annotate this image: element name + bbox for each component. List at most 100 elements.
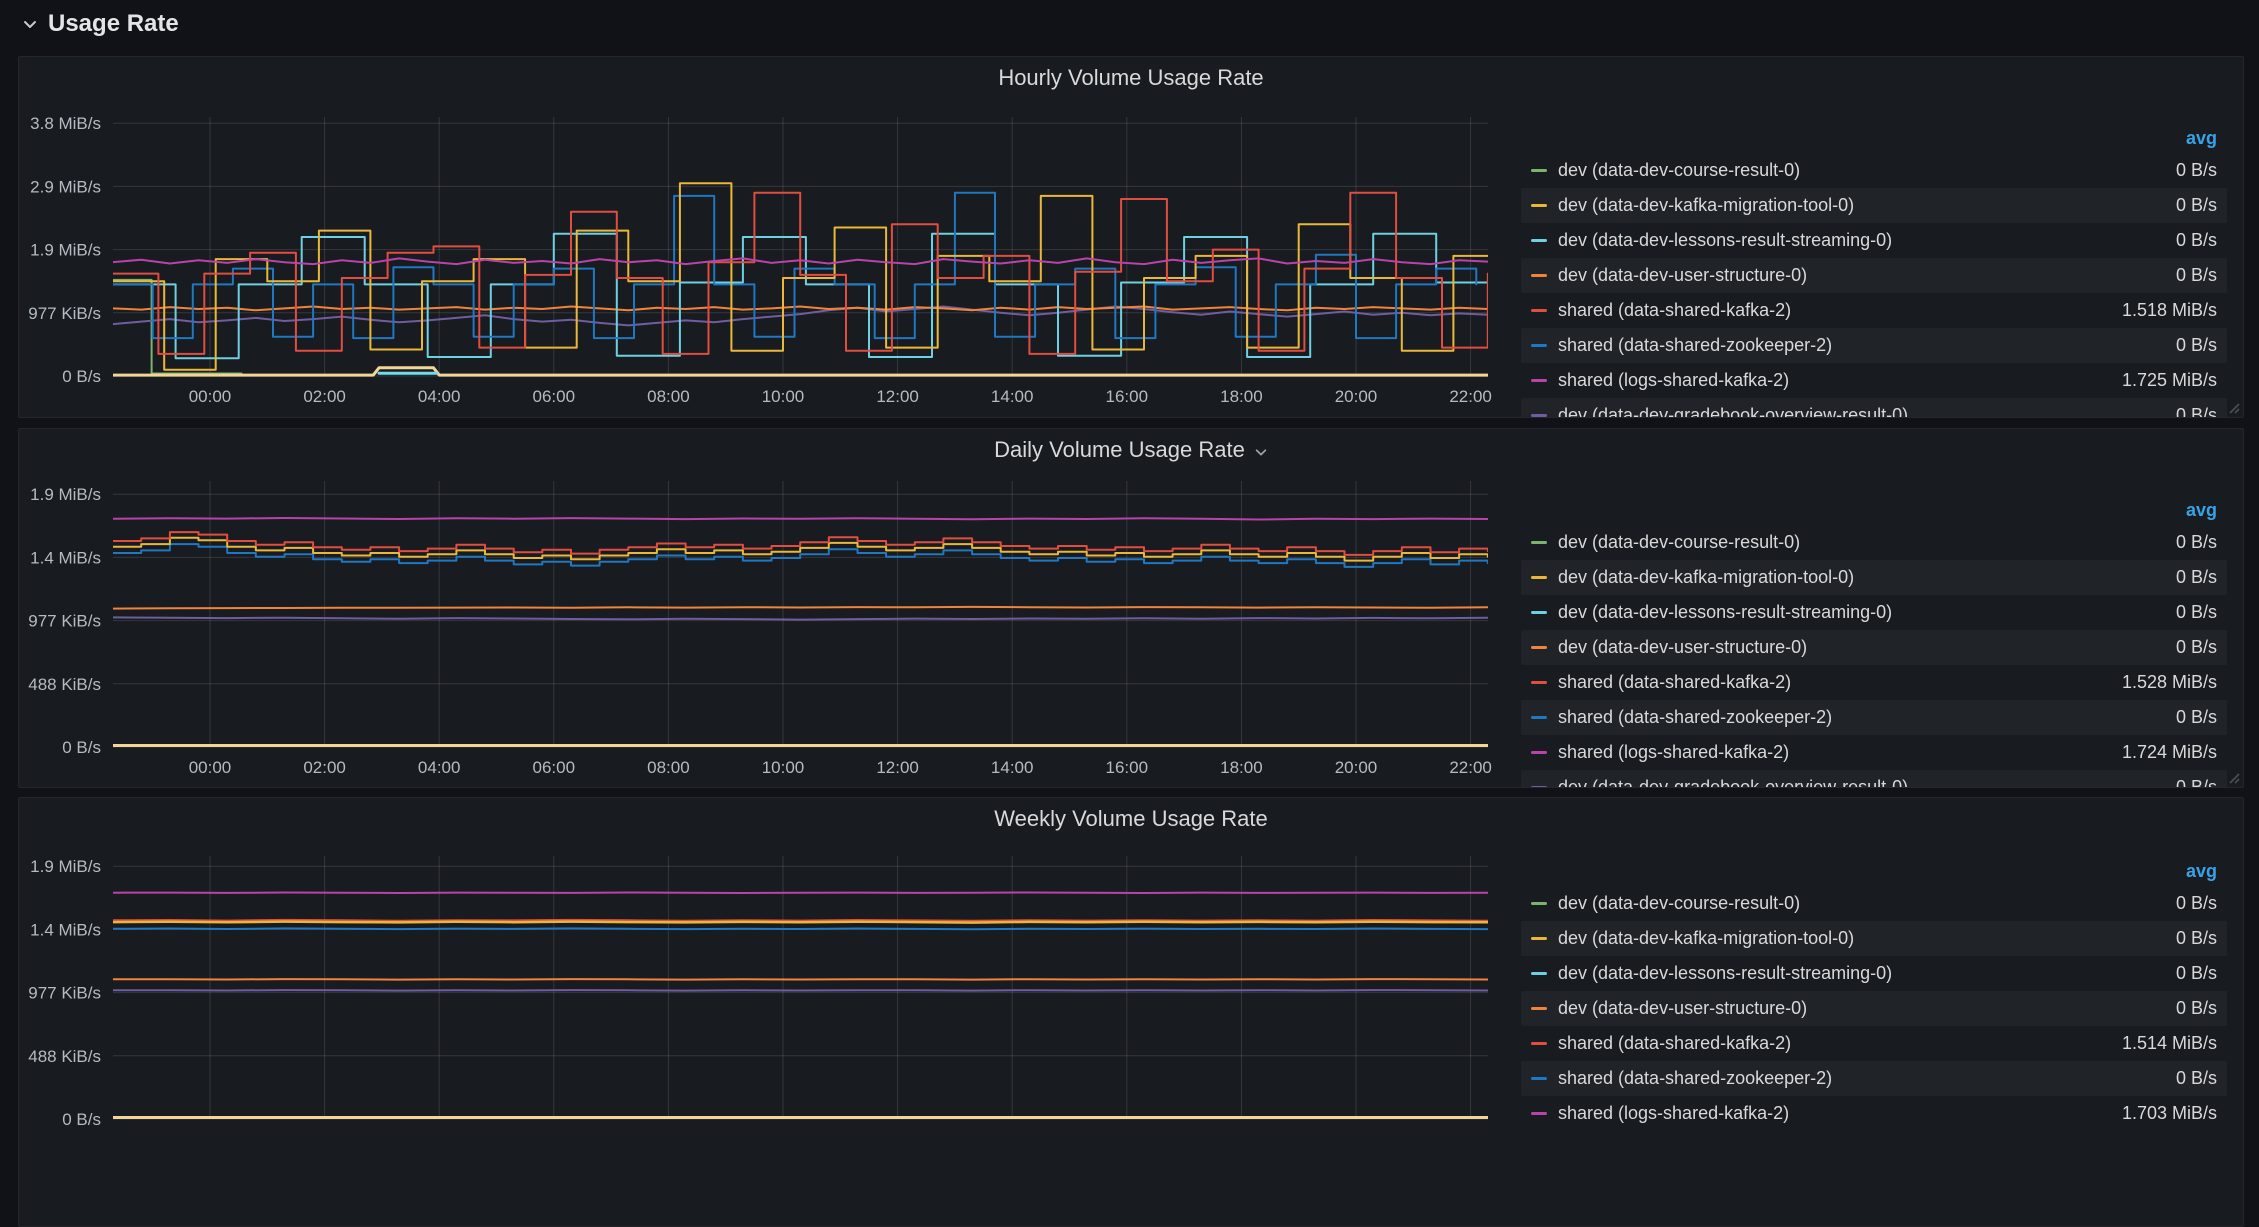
panel-title-text: Daily Volume Usage Rate	[994, 437, 1245, 462]
weekly-usage-chart[interactable]: 0 B/s 488 KiB/s 977 KiB/s 1.4 MiB/s 1.9 MiB/…	[19, 798, 2244, 1227]
panel-title-weekly[interactable]: Weekly Volume Usage Rate	[19, 806, 2243, 832]
series-name-label[interactable]: dev (data-dev-gradebook-overview-result-…	[1558, 777, 1909, 788]
series-name-label[interactable]: shared (logs-shared-kafka-2)	[1558, 1103, 1790, 1123]
series-name-label[interactable]: dev (data-dev-lessons-result-streaming-0…	[1558, 602, 1893, 622]
series-name-label[interactable]: dev (data-dev-course-result-0)	[1558, 893, 1801, 913]
legend-row[interactable]: dev (data-dev-course-result-0) 0 B/s	[1521, 153, 2227, 188]
series-avg-value: 0 B/s	[2175, 195, 2217, 215]
series-color-swatch	[1531, 1042, 1547, 1045]
series-name-label[interactable]: shared (data-shared-zookeeper-2)	[1558, 335, 1833, 355]
legend-row[interactable]: shared (logs-shared-kafka-2) 1.725 MiB/s	[1521, 363, 2227, 398]
legend-row[interactable]: dev (data-dev-course-result-0) 0 B/s	[1521, 525, 2227, 560]
series-name-label[interactable]: dev (data-dev-kafka-migration-tool-0)	[1558, 195, 1855, 215]
panel-menu-chevron-icon[interactable]	[1254, 445, 1268, 459]
x-axis-tick-label: 00:00	[189, 758, 232, 777]
series-color-swatch	[1531, 1112, 1547, 1115]
series-name-label[interactable]: dev (data-dev-user-structure-0)	[1558, 637, 1808, 657]
legend-row[interactable]: dev (data-dev-course-result-0) 0 B/s	[1521, 886, 2227, 921]
y-axis-tick-label: 1.9 MiB/s	[30, 241, 101, 260]
series-line	[113, 918, 1488, 922]
series-line	[113, 920, 1488, 924]
series-line	[113, 305, 1488, 312]
series-name-label[interactable]: shared (data-shared-kafka-2)	[1558, 672, 1792, 692]
series-name-label[interactable]: dev (data-dev-kafka-migration-tool-0)	[1558, 567, 1855, 587]
legend-row[interactable]: dev (data-dev-kafka-migration-tool-0) 0 B…	[1521, 921, 2227, 956]
panel-title-hourly[interactable]: Hourly Volume Usage Rate	[19, 65, 2243, 91]
x-axis-tick-label: 08:00	[647, 758, 690, 777]
legend-row[interactable]: dev (data-dev-gradebook-overview-result-…	[1521, 770, 2227, 788]
panel-title-text: Weekly Volume Usage Rate	[994, 806, 1268, 831]
panel-resize-handle[interactable]	[2228, 402, 2240, 414]
series-name-label[interactable]: dev (data-dev-user-structure-0)	[1558, 998, 1808, 1018]
x-axis-tick-label: 16:00	[1106, 758, 1149, 777]
y-axis-tick-label: 1.9 MiB/s	[30, 857, 101, 876]
series-line	[113, 891, 1488, 894]
y-axis-tick-label: 0 B/s	[62, 1110, 101, 1129]
series-avg-value: 0 B/s	[2175, 602, 2217, 622]
legend-row[interactable]: shared (data-shared-zookeeper-2) 0 B/s	[1521, 328, 2227, 363]
series-line	[113, 927, 1488, 931]
series-avg-value: 0 B/s	[2175, 265, 2217, 285]
series-name-label[interactable]: shared (logs-shared-kafka-2)	[1558, 370, 1790, 390]
panel-title-text: Hourly Volume Usage Rate	[998, 65, 1264, 90]
series-color-swatch	[1531, 309, 1547, 312]
series-name-label[interactable]: dev (data-dev-gradebook-overview-result-…	[1558, 405, 1909, 418]
series-name-label[interactable]: dev (data-dev-course-result-0)	[1558, 532, 1801, 552]
legend-avg-header[interactable]: avg	[2185, 499, 2217, 520]
hourly-usage-chart[interactable]: 0 B/s 977 KiB/s 1.9 MiB/s 2.9 MiB/s 3.8 MiB/…	[19, 57, 2244, 418]
legend-row[interactable]: dev (data-dev-kafka-migration-tool-0) 0 B…	[1521, 188, 2227, 223]
series-name-label[interactable]: dev (data-dev-lessons-result-streaming-0…	[1558, 963, 1893, 983]
series-name-label[interactable]: dev (data-dev-lessons-result-streaming-0…	[1558, 230, 1893, 250]
legend-row[interactable]: dev (data-dev-user-structure-0) 0 B/s	[1521, 258, 2227, 293]
legend-row[interactable]: dev (data-dev-gradebook-overview-result-…	[1521, 398, 2227, 418]
series-line	[113, 605, 1488, 610]
legend-row[interactable]: dev (data-dev-kafka-migration-tool-0) 0 B…	[1521, 560, 2227, 595]
legend-row[interactable]: shared (data-shared-zookeeper-2) 0 B/s	[1521, 1061, 2227, 1096]
series-color-swatch	[1531, 716, 1547, 719]
series-line	[113, 232, 1488, 360]
x-axis-tick-label: 16:00	[1106, 387, 1149, 406]
series-name-label[interactable]: shared (data-shared-zookeeper-2)	[1558, 707, 1833, 727]
series-line	[113, 536, 1488, 562]
series-avg-value: 0 B/s	[2175, 532, 2217, 552]
legend-row[interactable]: shared (data-shared-kafka-2) 1.514 MiB/s	[1521, 1026, 2227, 1061]
series-name-label[interactable]: shared (data-shared-kafka-2)	[1558, 1033, 1792, 1053]
series-name-label[interactable]: dev (data-dev-kafka-migration-tool-0)	[1558, 928, 1855, 948]
legend-row[interactable]: shared (data-shared-zookeeper-2) 0 B/s	[1521, 700, 2227, 735]
legend-row[interactable]: dev (data-dev-lessons-result-streaming-0…	[1521, 595, 2227, 630]
series-name-label[interactable]: shared (logs-shared-kafka-2)	[1558, 742, 1790, 762]
panel-resize-handle[interactable]	[2228, 772, 2240, 784]
legend-row[interactable]: dev (data-dev-user-structure-0) 0 B/s	[1521, 991, 2227, 1026]
x-axis-tick-label: 08:00	[647, 387, 690, 406]
series-avg-value: 0 B/s	[2175, 1068, 2217, 1088]
legend-row[interactable]: dev (data-dev-lessons-result-streaming-0…	[1521, 223, 2227, 258]
legend-avg-header[interactable]: avg	[2185, 127, 2217, 148]
legend-row[interactable]: shared (logs-shared-kafka-2) 1.724 MiB/s	[1521, 735, 2227, 770]
legend-row[interactable]: shared (logs-shared-kafka-2) 1.703 MiB/s	[1521, 1096, 2227, 1131]
series-color-swatch	[1531, 972, 1547, 975]
x-axis-tick-label: 12:00	[876, 387, 919, 406]
y-axis-tick-label: 0 B/s	[62, 367, 101, 386]
series-avg-value: 1.703 MiB/s	[2121, 1103, 2217, 1123]
legend-row[interactable]: dev (data-dev-lessons-result-streaming-0…	[1521, 956, 2227, 991]
series-name-label[interactable]: dev (data-dev-course-result-0)	[1558, 160, 1801, 180]
x-axis-tick-label: 22:00	[1449, 758, 1492, 777]
legend-row[interactable]: shared (data-shared-kafka-2) 1.528 MiB/s	[1521, 665, 2227, 700]
series-line	[113, 191, 1478, 340]
series-name-label[interactable]: dev (data-dev-user-structure-0)	[1558, 265, 1808, 285]
legend-row[interactable]: dev (data-dev-user-structure-0) 0 B/s	[1521, 630, 2227, 665]
series-name-label[interactable]: shared (data-shared-zookeeper-2)	[1558, 1068, 1833, 1088]
series-avg-value: 0 B/s	[2175, 230, 2217, 250]
series-color-swatch	[1531, 681, 1547, 684]
x-axis-tick-label: 04:00	[418, 758, 461, 777]
series-avg-value: 1.528 MiB/s	[2121, 672, 2217, 692]
section-row-usage-rate[interactable]: Usage Rate	[0, 0, 179, 48]
series-name-label[interactable]: shared (data-shared-kafka-2)	[1558, 300, 1792, 320]
series-line	[113, 191, 1488, 355]
legend-avg-header[interactable]: avg	[2185, 860, 2217, 881]
series-avg-value: 0 B/s	[2175, 963, 2217, 983]
series-color-swatch	[1531, 344, 1547, 347]
panel-title-daily[interactable]: Daily Volume Usage Rate	[19, 437, 2243, 463]
legend-row[interactable]: shared (data-shared-kafka-2) 1.518 MiB/s	[1521, 293, 2227, 328]
daily-usage-chart[interactable]: 0 B/s 488 KiB/s 977 KiB/s 1.4 MiB/s 1.9 MiB/…	[19, 429, 2244, 788]
